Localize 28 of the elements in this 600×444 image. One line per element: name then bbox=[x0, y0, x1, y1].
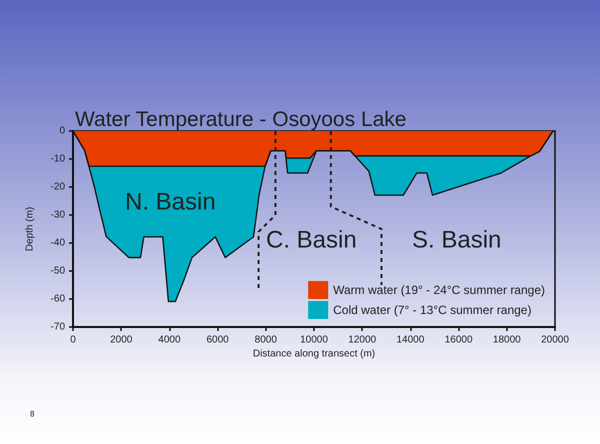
y-tick-label: -10 bbox=[50, 154, 66, 164]
x-tick-label: 4000 bbox=[158, 334, 181, 346]
chart-title: Water Temperature - Osoyoos Lake bbox=[75, 108, 406, 131]
annotation: S. Basin bbox=[412, 226, 502, 254]
x-tick-label: 0 bbox=[70, 334, 76, 346]
y-tick-label: 0 bbox=[59, 126, 66, 136]
x-tick-label: 12000 bbox=[348, 334, 377, 346]
y-tick-label: -50 bbox=[50, 266, 66, 276]
legend-label: Warm water (19° - 24°C summer range) bbox=[333, 283, 546, 297]
x-tick-label: 18000 bbox=[492, 334, 522, 346]
x-tick-label: 2000 bbox=[110, 334, 133, 346]
legend-label: Cold water (7° - 13°C summer range) bbox=[333, 303, 532, 317]
x-tick-label: 14000 bbox=[396, 334, 425, 346]
x-tick-label: 8000 bbox=[254, 334, 278, 346]
x-tick-label: 20000 bbox=[541, 334, 570, 346]
y-tick-label: -40 bbox=[50, 238, 66, 248]
x-tick-label: 10000 bbox=[300, 334, 328, 346]
annotation: N. Basin bbox=[125, 188, 216, 216]
y-axis-title: Depth (m) bbox=[24, 206, 36, 252]
y-tick-label: -30 bbox=[50, 210, 66, 220]
y-tick-label: -70 bbox=[50, 322, 66, 332]
y-tick-label: -60 bbox=[50, 294, 66, 304]
x-tick-label: 6000 bbox=[206, 334, 230, 346]
annotation: C. Basin bbox=[266, 226, 357, 254]
y-tick-label: -20 bbox=[50, 182, 66, 192]
x-axis-title: Distance along transect (m) bbox=[252, 348, 376, 360]
x-tick-label: 16000 bbox=[444, 334, 473, 346]
text: 8 bbox=[30, 410, 35, 418]
